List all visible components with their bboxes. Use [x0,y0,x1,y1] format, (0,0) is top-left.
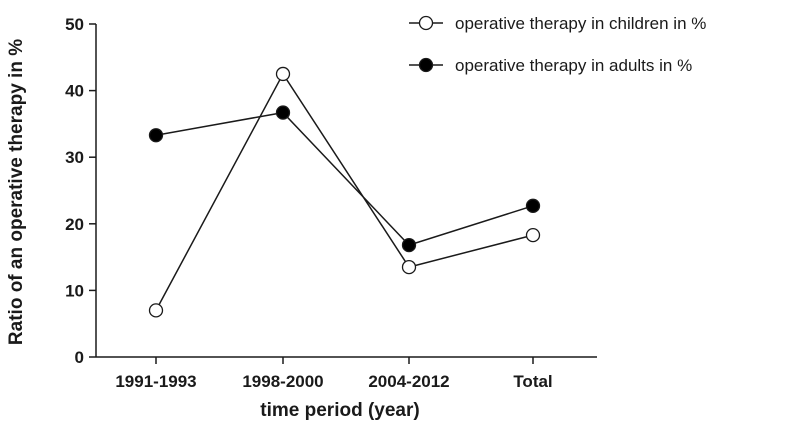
legend-item: operative therapy in children in % [409,14,706,33]
y-tick-label: 0 [75,348,84,367]
data-point [148,303,164,318]
legend-label: operative therapy in children in % [455,14,706,33]
y-tick-label: 10 [65,281,84,300]
open-circle-icon [418,15,434,31]
series-children [148,66,541,318]
data-point [275,66,291,82]
filled-circle-icon [418,57,434,73]
series-line [155,111,534,246]
legend: operative therapy in children in % operat… [409,14,706,75]
x-tick-label: 1991-1993 [115,372,196,391]
x-tick-label: 2004-2012 [368,372,449,391]
y-axis: 0 10 20 30 40 50 [65,15,97,367]
data-point [525,227,541,243]
data-point [401,237,417,253]
x-axis: 1991-1993 1998-2000 2004-2012 Total [96,356,597,391]
legend-label: operative therapy in adults in % [455,56,692,75]
x-tick-label: Total [513,372,552,391]
x-axis-title: time period (year) [260,400,419,421]
data-point [401,259,417,275]
y-tick-label: 20 [65,215,84,234]
series-adults [148,105,541,253]
data-point [275,105,291,120]
series-line [155,72,534,311]
y-axis-title: Ratio of an operative therapy in % [6,39,27,345]
y-tick-label: 40 [65,82,84,101]
data-point [525,198,541,213]
data-point [148,128,164,143]
y-tick-label: 50 [65,15,84,34]
series-layer [148,66,541,318]
x-tick-label: 1998-2000 [242,372,323,391]
y-tick-label: 30 [65,148,84,167]
legend-item: operative therapy in adults in % [409,56,692,75]
